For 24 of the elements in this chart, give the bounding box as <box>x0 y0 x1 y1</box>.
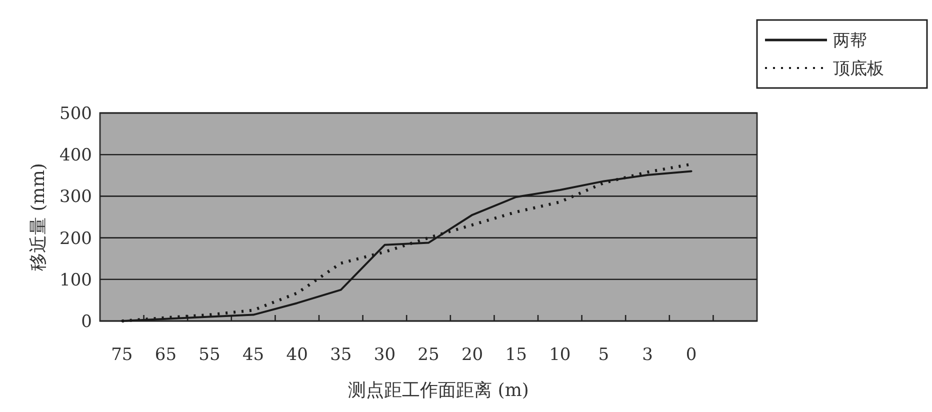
x-tick-label: 75 <box>111 345 133 365</box>
x-axis-title: 测点距工作面距离 (m) <box>348 380 529 401</box>
y-tick-label: 300 <box>60 187 92 208</box>
x-tick-label: 55 <box>198 345 220 365</box>
x-tick-label: 65 <box>154 345 177 365</box>
x-tick-label: 40 <box>286 345 308 365</box>
x-tick-label: 25 <box>418 345 440 365</box>
y-axis-title: 移近量 (mm) <box>28 163 49 271</box>
x-tick-label: 10 <box>549 345 571 365</box>
x-tick-label: 0 <box>686 345 697 365</box>
y-tick-label: 200 <box>60 228 92 249</box>
y-tick-label: 400 <box>60 146 92 166</box>
legend-label: 顶底板 <box>833 59 884 79</box>
x-tick-label: 20 <box>461 345 484 365</box>
legend-label: 两帮 <box>833 31 867 51</box>
y-tick-label: 0 <box>81 312 92 332</box>
x-tick-label: 45 <box>242 345 264 365</box>
x-tick-label: 30 <box>374 345 396 365</box>
x-tick-label: 35 <box>330 345 352 365</box>
y-tick-label: 100 <box>60 270 92 290</box>
y-tick-label: 500 <box>60 104 92 124</box>
x-tick-label: 15 <box>505 345 527 365</box>
x-tick-label: 3 <box>642 345 653 365</box>
x-tick-label: 5 <box>598 345 610 365</box>
